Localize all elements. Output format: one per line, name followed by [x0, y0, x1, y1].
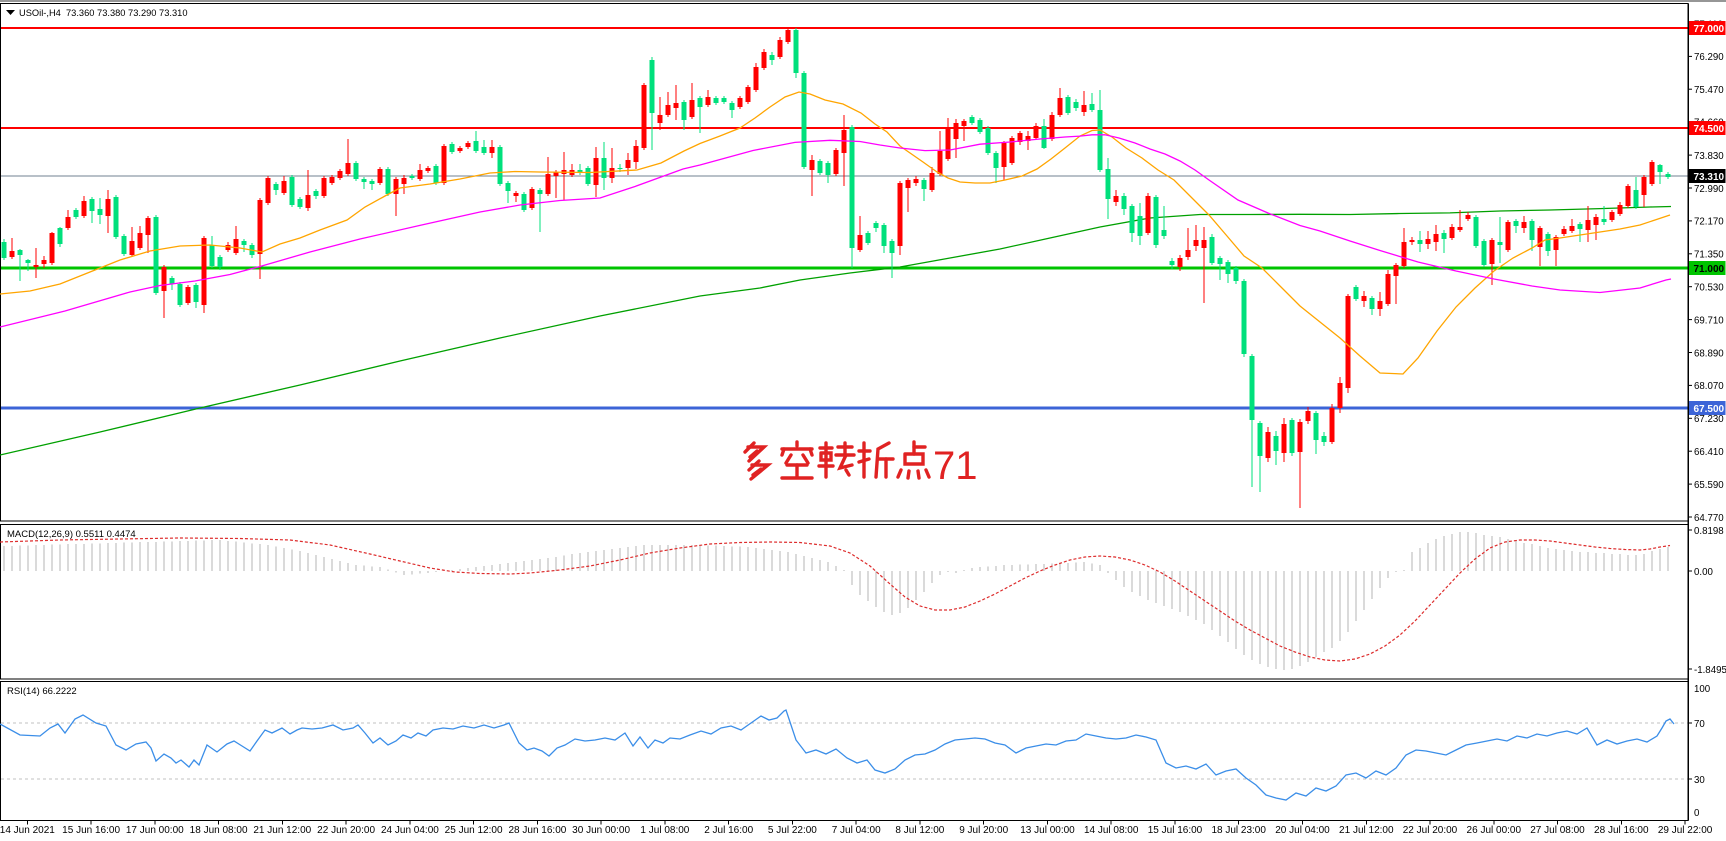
svg-text:24 Jun 04:00: 24 Jun 04:00: [381, 825, 439, 836]
svg-text:13 Jul 00:00: 13 Jul 00:00: [1020, 825, 1075, 836]
svg-text:28 Jun 16:00: 28 Jun 16:00: [508, 825, 566, 836]
svg-text:69.710: 69.710: [1694, 315, 1724, 326]
svg-text:68.070: 68.070: [1694, 381, 1724, 392]
svg-text:74.500: 74.500: [1694, 124, 1725, 135]
svg-text:9 Jul 20:00: 9 Jul 20:00: [959, 825, 1008, 836]
svg-text:76.290: 76.290: [1694, 52, 1724, 63]
svg-text:70: 70: [1694, 719, 1705, 730]
svg-text:5 Jul 22:00: 5 Jul 22:00: [768, 825, 817, 836]
svg-text:73.310: 73.310: [1694, 172, 1725, 183]
svg-text:0: 0: [1694, 808, 1700, 819]
svg-text:1 Jul 08:00: 1 Jul 08:00: [640, 825, 689, 836]
svg-text:30: 30: [1694, 775, 1705, 786]
svg-text:64.770: 64.770: [1694, 513, 1724, 524]
svg-text:14 Jun 2021: 14 Jun 2021: [0, 825, 55, 836]
svg-text:0.8198: 0.8198: [1694, 526, 1724, 537]
svg-text:72.170: 72.170: [1694, 217, 1724, 228]
svg-text:22 Jul 20:00: 22 Jul 20:00: [1403, 825, 1458, 836]
svg-text:71: 71: [933, 444, 978, 488]
svg-text:0.00: 0.00: [1694, 567, 1713, 578]
svg-text:20 Jul 04:00: 20 Jul 04:00: [1275, 825, 1330, 836]
svg-text:100: 100: [1694, 684, 1711, 695]
svg-text:17 Jun 00:00: 17 Jun 00:00: [126, 825, 184, 836]
svg-text:25 Jun 12:00: 25 Jun 12:00: [445, 825, 503, 836]
svg-text:73.830: 73.830: [1694, 151, 1724, 162]
svg-text:14 Jul 08:00: 14 Jul 08:00: [1084, 825, 1139, 836]
svg-text:USOil-,H4 73.360 73.380 73.29: USOil-,H4 73.360 73.380 73.290 73.310: [19, 8, 188, 18]
svg-text:30 Jun 00:00: 30 Jun 00:00: [572, 825, 630, 836]
svg-text:71.000: 71.000: [1694, 264, 1725, 275]
svg-text:21 Jun 12:00: 21 Jun 12:00: [253, 825, 311, 836]
svg-text:77.000: 77.000: [1694, 24, 1725, 35]
svg-text:65.590: 65.590: [1694, 480, 1724, 491]
svg-text:22 Jun 20:00: 22 Jun 20:00: [317, 825, 375, 836]
svg-text:66.410: 66.410: [1694, 447, 1724, 458]
svg-text:8 Jul 12:00: 8 Jul 12:00: [895, 825, 944, 836]
svg-text:27 Jul 08:00: 27 Jul 08:00: [1530, 825, 1585, 836]
svg-text:70.530: 70.530: [1694, 283, 1724, 294]
svg-text:RSI(14) 66.2222: RSI(14) 66.2222: [7, 686, 77, 697]
svg-text:18 Jul 23:00: 18 Jul 23:00: [1211, 825, 1266, 836]
svg-text:21 Jul 12:00: 21 Jul 12:00: [1339, 825, 1394, 836]
svg-text:2 Jul 16:00: 2 Jul 16:00: [704, 825, 753, 836]
svg-text:15 Jul 16:00: 15 Jul 16:00: [1148, 825, 1203, 836]
svg-text:29 Jul 22:00: 29 Jul 22:00: [1658, 825, 1713, 836]
svg-text:28 Jul 16:00: 28 Jul 16:00: [1594, 825, 1649, 836]
svg-text:75.470: 75.470: [1694, 85, 1724, 96]
svg-text:67.230: 67.230: [1694, 414, 1724, 425]
svg-text:26 Jul 00:00: 26 Jul 00:00: [1467, 825, 1522, 836]
svg-text:15 Jun 16:00: 15 Jun 16:00: [62, 825, 120, 836]
svg-text:67.500: 67.500: [1694, 404, 1725, 415]
svg-text:71.350: 71.350: [1694, 250, 1724, 261]
svg-text:-1.8495: -1.8495: [1694, 665, 1726, 676]
svg-text:72.990: 72.990: [1694, 184, 1724, 195]
svg-text:18 Jun 08:00: 18 Jun 08:00: [190, 825, 248, 836]
svg-text:MACD(12,26,9) 0.5511 0.4474: MACD(12,26,9) 0.5511 0.4474: [7, 529, 136, 540]
svg-text:7 Jul 04:00: 7 Jul 04:00: [832, 825, 881, 836]
svg-text:68.890: 68.890: [1694, 348, 1724, 359]
